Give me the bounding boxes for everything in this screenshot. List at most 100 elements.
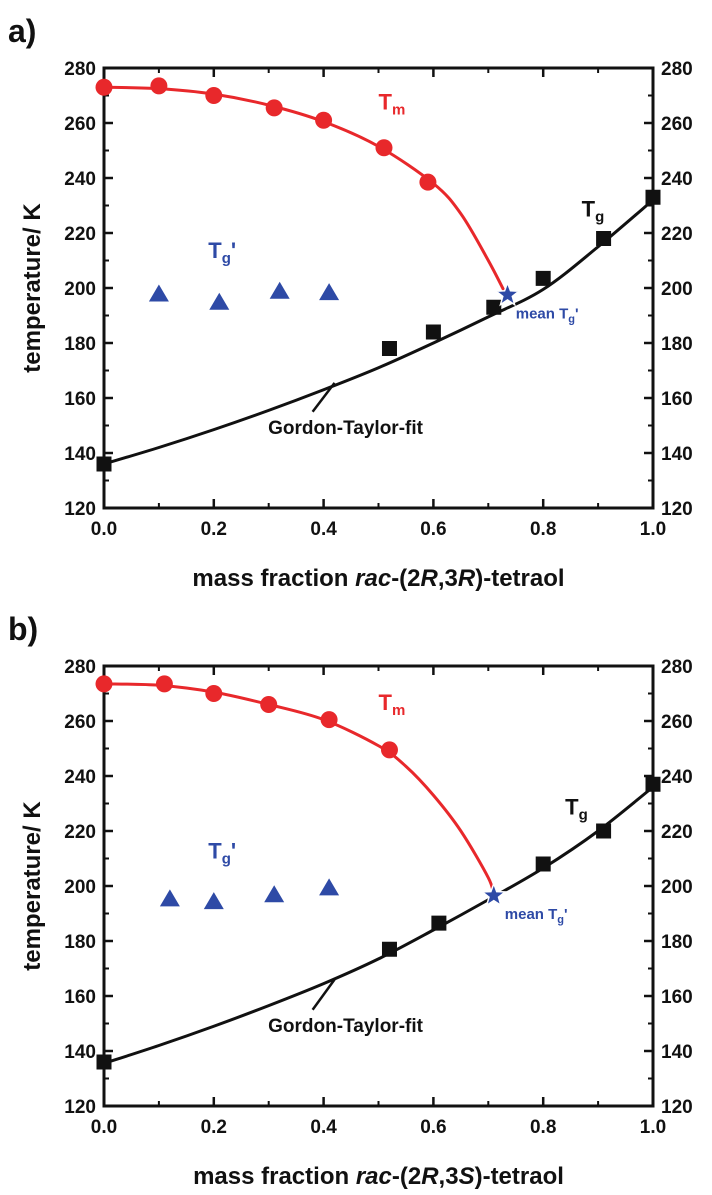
- chart-b-tg-point: [431, 915, 447, 931]
- chart-a-y-tick-label-left: 180: [64, 334, 96, 355]
- chart-b-y-tick-label-left: 120: [64, 1097, 96, 1118]
- chart-a-tg-prime-point: [209, 292, 230, 310]
- chart-a-x-tick-label: 0.2: [201, 519, 227, 540]
- chart-a-tg-point: [535, 270, 551, 286]
- chart-a-tm-label: Tm: [379, 89, 406, 118]
- chart-a-tm-point: [315, 111, 333, 129]
- chart-b-tg-prime-point: [319, 878, 340, 896]
- chart-a-y-tick-label-left: 200: [64, 279, 96, 300]
- chart-a-panel-label: a): [8, 13, 36, 49]
- chart-b-fit-label: Gordon-Taylor-fit: [268, 1016, 423, 1037]
- chart-b-tg-fit-curve: [103, 785, 654, 1065]
- chart-a-tg-point: [381, 341, 397, 356]
- chart-b-y-axis-title: temperature/ K: [19, 801, 46, 971]
- chart-b-tg-prime-point: [203, 892, 224, 910]
- chart-b-y-tick-label-left: 220: [64, 822, 96, 843]
- chart-b-tg-point: [645, 776, 661, 792]
- chart-a-x-tick-label: 1.0: [640, 519, 666, 540]
- chart-b-y-tick-label-left: 200: [64, 877, 96, 898]
- chart-a-tg-prime-point: [269, 281, 290, 299]
- chart-a-y-tick-label-right: 160: [661, 389, 693, 410]
- chart-b-tm-label: Tm: [379, 690, 406, 719]
- chart-a-y-tick-label-left: 120: [64, 499, 96, 520]
- chart-a-y-tick-label-right: 200: [661, 279, 693, 300]
- chart-b-y-tick-label-right: 240: [661, 767, 693, 788]
- chart-a-tg-point: [645, 189, 661, 205]
- chart-a-tm-point: [375, 139, 393, 157]
- chart-a-tg-fit-curve: [103, 198, 654, 466]
- chart-a-tg-prime-point: [148, 284, 169, 302]
- chart-b-y-tick-label-left: 280: [64, 657, 96, 678]
- chart-a-y-tick-label-right: 280: [661, 59, 693, 80]
- chart-b-x-tick-label: 1.0: [640, 1117, 666, 1138]
- chart-b-tm-fit-curve: [103, 682, 496, 897]
- chart-a-tm-point: [419, 173, 437, 191]
- chart-a-tg-prime-point: [319, 283, 340, 301]
- chart-b-tm-point: [380, 741, 398, 759]
- chart-b-tm-point: [205, 685, 223, 702]
- chart-b-tm-point: [95, 675, 113, 693]
- chart-a-tm-fit-curve: [103, 85, 509, 299]
- chart-a-x-tick-label: 0.6: [420, 519, 446, 540]
- chart-a-x-tick-label: 0.4: [310, 519, 337, 540]
- chart-b-x-tick-label: 0.2: [201, 1117, 227, 1138]
- chart-b-tm-point: [155, 675, 173, 693]
- chart-a-y-tick-label-left: 140: [64, 444, 96, 465]
- chart-a-mean-tg-prime-star: [494, 280, 521, 307]
- chart-b-tg-point: [596, 823, 612, 839]
- chart-b-y-tick-label-left: 240: [64, 767, 96, 788]
- chart-b-y-tick-label-right: 260: [661, 712, 693, 733]
- chart-a-tg-point: [425, 324, 441, 340]
- chart-a-y-tick-label-left: 260: [64, 114, 96, 135]
- chart-a-x-tick-label: 0.8: [530, 519, 556, 540]
- chart-b-tg-point: [535, 856, 551, 872]
- chart-a-tm-point: [95, 78, 113, 96]
- chart-b-x-tick-label: 0.4: [310, 1117, 337, 1138]
- chart-a-y-tick-label-left: 240: [64, 169, 96, 190]
- chart-b-y-tick-label-left: 260: [64, 712, 96, 733]
- chart-a-y-tick-label-right: 220: [661, 224, 693, 245]
- chart-a-x-axis-title: mass fraction rac-(2R,3R)-tetraol: [192, 565, 564, 592]
- chart-b-y-tick-label-left: 160: [64, 987, 96, 1008]
- chart-panel-b: b) 0.0 0.2 0.4 0.6 0.8 1.0 120 120 140 140 160 160 18…: [0, 598, 712, 1195]
- chart-b-y-tick-label-right: 140: [661, 1042, 693, 1063]
- chart-panel-a: a) 0.0 0.2 0.4 0.6 0.8 1.0 120 120 140 140 160 160 18…: [0, 0, 712, 597]
- chart-b-y-tick-label-right: 280: [661, 657, 693, 678]
- chart-a-fit-label: Gordon-Taylor-fit: [268, 418, 423, 439]
- chart-b-tg-point: [381, 941, 397, 957]
- chart-b-x-tick-label: 0.8: [530, 1117, 556, 1138]
- chart-a-y-tick-label-left: 160: [64, 389, 96, 410]
- chart-a-tg-prime-label: Tg': [208, 238, 236, 267]
- chart-b-tg-prime-point: [159, 889, 180, 907]
- chart-b-x-tick-label: 0.6: [420, 1117, 446, 1138]
- chart-a-y-axis-title: temperature/ K: [19, 203, 46, 373]
- chart-b-plot-frame: [102, 664, 655, 1108]
- chart-b-x-tick-label: 0.0: [91, 1117, 117, 1138]
- chart-a-fit-leader-line: [311, 382, 336, 413]
- chart-a-tg-point: [596, 231, 612, 246]
- chart-a-y-tick-label-left: 220: [64, 224, 96, 245]
- chart-b-y-tick-label-right: 180: [661, 932, 693, 953]
- chart-b-tg-prime-point: [264, 885, 285, 903]
- chart-b-tg-prime-label: Tg': [208, 839, 236, 868]
- chart-b-tg-label: Tg: [565, 795, 588, 824]
- chart-b-y-tick-label-right: 200: [661, 877, 693, 898]
- chart-b-mean-tg-prime-star: [480, 881, 508, 908]
- chart-a-y-tick-label-left: 280: [64, 59, 96, 80]
- chart-b-tm-point: [260, 696, 278, 713]
- chart-a-y-tick-label-right: 140: [661, 444, 693, 465]
- chart-b-y-tick-label-right: 220: [661, 822, 693, 843]
- chart-a-tg-point: [96, 456, 112, 472]
- chart-b-y-tick-label-left: 180: [64, 932, 96, 953]
- chart-a-tm-point: [150, 77, 168, 95]
- chart-b-tg-point: [96, 1054, 112, 1070]
- chart-a-tg-label: Tg: [582, 197, 605, 226]
- chart-a-tm-point: [265, 99, 283, 117]
- chart-a-mean-tg-prime-label: mean Tg': [516, 305, 579, 325]
- chart-b-x-axis-title: mass fraction rac-(2R,3S)-tetraol: [193, 1163, 564, 1190]
- chart-b-fit-leader-line: [311, 978, 336, 1011]
- chart-a-x-tick-label: 0.0: [91, 519, 117, 540]
- chart-a-y-tick-label-right: 180: [661, 334, 693, 355]
